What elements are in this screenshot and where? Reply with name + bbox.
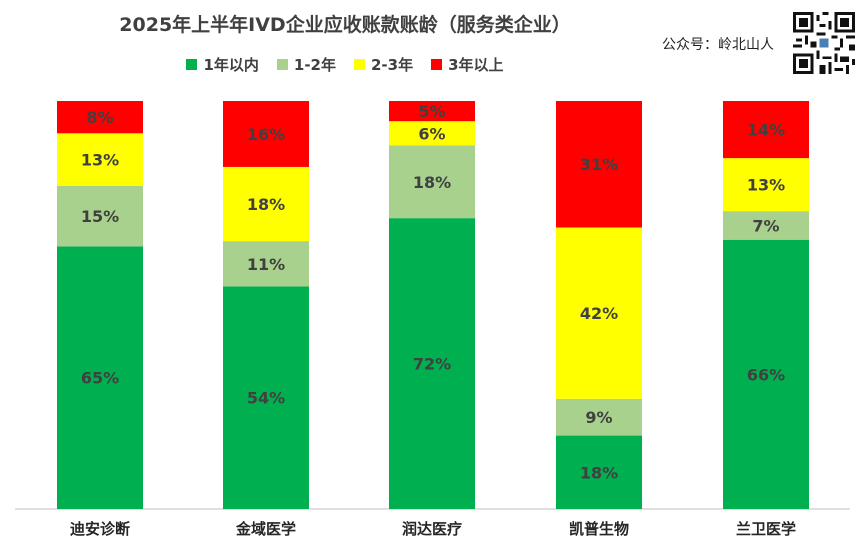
data-label-1-2y: 15% [81, 207, 119, 226]
segment-labels: 65% 15% 13% 8% 54% 11% 18% 16% 72% 18% 6% 5% 18% 9% 42… [81, 102, 785, 482]
bar-segment-within-1y [723, 239, 809, 509]
data-label-over-3y: 5% [418, 102, 445, 121]
data-label-within-1y: 72% [413, 355, 451, 374]
data-label-over-3y: 14% [747, 121, 785, 140]
legend: 1年以内 1-2年 2-3年 3年以上 [0, 54, 690, 75]
bar-segment-1-2y [389, 145, 475, 219]
account-label: 公众号：岭北山人 [662, 37, 774, 53]
data-label-2-3y: 13% [81, 151, 119, 170]
legend-item-1-2y: 1-2年 [276, 54, 336, 75]
category-label: 金域医学 [235, 520, 296, 538]
legend-label-over-3y: 3年以上 [448, 56, 504, 74]
data-label-within-1y: 54% [247, 389, 285, 408]
data-label-1-2y: 18% [413, 173, 451, 192]
bar-segment-2-3y [389, 121, 475, 146]
data-label-within-1y: 66% [747, 365, 785, 384]
legend-swatch-1-2y [276, 59, 288, 70]
bar-segment-over-3y [389, 101, 475, 122]
data-label-1-2y: 11% [247, 255, 285, 274]
bar-segment-over-3y [223, 101, 309, 167]
data-label-within-1y: 65% [81, 369, 119, 388]
bar-segment-1-2y [723, 211, 809, 240]
data-label-2-3y: 13% [747, 176, 785, 195]
legend-label-within-1y: 1年以内 [203, 56, 259, 74]
category-label: 润达医疗 [402, 520, 462, 538]
data-label-over-3y: 31% [580, 155, 618, 174]
category-labels: 迪安诊断 金域医学 润达医疗 凯普生物 兰卫医学 [70, 520, 796, 538]
bar-segment-within-1y [389, 218, 475, 510]
bar-segment-2-3y [723, 158, 809, 212]
data-label-1-2y: 9% [585, 408, 612, 427]
data-label-over-3y: 16% [247, 125, 285, 144]
bar-segment-1-2y [556, 398, 642, 436]
data-label-2-3y: 42% [580, 304, 618, 323]
category-label: 凯普生物 [569, 520, 629, 538]
bar-segment-within-1y [223, 286, 309, 509]
legend-item-2-3y: 2-3年 [354, 54, 413, 75]
data-label-2-3y: 6% [418, 124, 445, 143]
qr-code-icon [793, 12, 855, 74]
legend-swatch-over-3y [431, 59, 443, 70]
bar-segment-over-3y [556, 101, 642, 228]
legend-swatch-within-1y [186, 59, 198, 70]
bar-segment-1-2y [223, 241, 309, 287]
bar-segment-2-3y [556, 227, 642, 399]
legend-item-over-3y: 3年以上 [431, 54, 504, 75]
legend-label-2-3y: 2-3年 [371, 56, 414, 74]
bar-segment-1-2y [57, 185, 143, 247]
bar-segment-over-3y [57, 101, 143, 134]
bar-segment-2-3y [57, 133, 143, 186]
category-label: 兰卫医学 [736, 520, 796, 538]
data-label-2-3y: 18% [247, 195, 285, 214]
legend-swatch-2-3y [354, 59, 365, 70]
category-label: 迪安诊断 [70, 520, 130, 538]
bars [57, 101, 809, 510]
legend-item-within-1y: 1年以内 [186, 54, 259, 75]
bar-segment-over-3y [723, 101, 809, 159]
bar-segment-within-1y [57, 246, 143, 510]
bar-segment-2-3y [223, 166, 309, 242]
legend-label-1-2y: 1-2年 [293, 56, 336, 74]
data-label-over-3y: 8% [86, 108, 113, 127]
bar-segment-within-1y [556, 435, 642, 509]
chart-title: 2025年上半年IVD企业应收账款账龄（服务类企业） [119, 14, 571, 36]
data-label-within-1y: 18% [580, 463, 618, 482]
data-label-1-2y: 7% [752, 216, 779, 235]
